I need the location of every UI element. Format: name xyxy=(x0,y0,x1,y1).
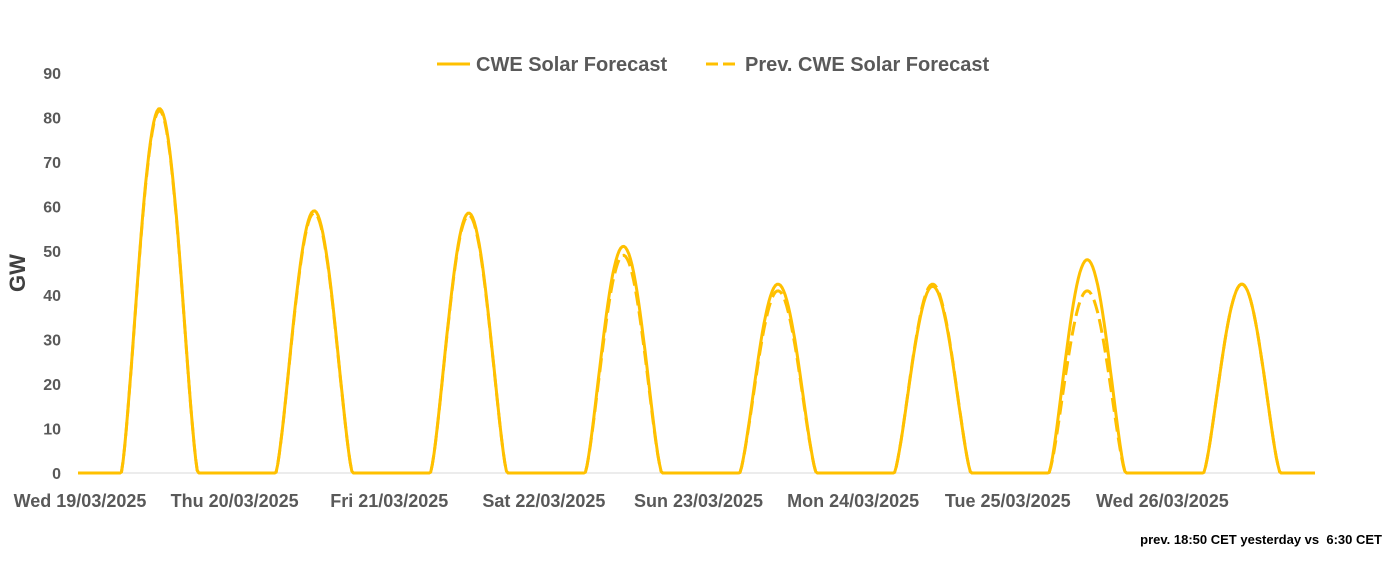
y-tick-label: 60 xyxy=(43,199,61,216)
x-tick-label: Fri 21/03/2025 xyxy=(330,491,448,511)
x-tick-label: Sun 23/03/2025 xyxy=(634,491,763,511)
y-tick-label: 90 xyxy=(43,66,61,83)
y-tick-label: 20 xyxy=(43,377,61,394)
y-tick-label: 80 xyxy=(43,110,61,127)
y-tick-label: 50 xyxy=(43,244,61,261)
x-axis-ticks: Wed 19/03/2025 Thu 20/03/2025 Fri 21/03/20… xyxy=(14,491,1229,511)
legend-label-current: CWE Solar Forecast xyxy=(476,54,668,76)
y-axis-label: GW xyxy=(5,254,30,292)
series-layer xyxy=(78,107,1315,475)
y-tick-label: 10 xyxy=(43,422,61,439)
series-line-current xyxy=(78,107,1315,475)
x-tick-label: Wed 26/03/2025 xyxy=(1096,491,1229,511)
x-tick-label: Tue 25/03/2025 xyxy=(945,491,1071,511)
y-axis-ticks: 0 10 20 30 40 50 60 70 80 90 xyxy=(43,66,61,483)
x-tick-label: Wed 19/03/2025 xyxy=(14,491,147,511)
series-line-previous xyxy=(78,109,1315,475)
y-tick-label: 40 xyxy=(43,288,61,305)
x-tick-label: Mon 24/03/2025 xyxy=(787,491,919,511)
y-tick-label: 70 xyxy=(43,155,61,172)
legend: CWE Solar Forecast Prev. CWE Solar Forec… xyxy=(437,54,990,76)
y-tick-label: 0 xyxy=(52,466,61,483)
x-tick-label: Thu 20/03/2025 xyxy=(171,491,299,511)
x-tick-label: Sat 22/03/2025 xyxy=(482,491,605,511)
legend-label-previous: Prev. CWE Solar Forecast xyxy=(745,54,990,76)
footnote: prev. 18:50 CET yesterday vs 6:30 CET xyxy=(1140,532,1382,547)
y-tick-label: 30 xyxy=(43,333,61,350)
